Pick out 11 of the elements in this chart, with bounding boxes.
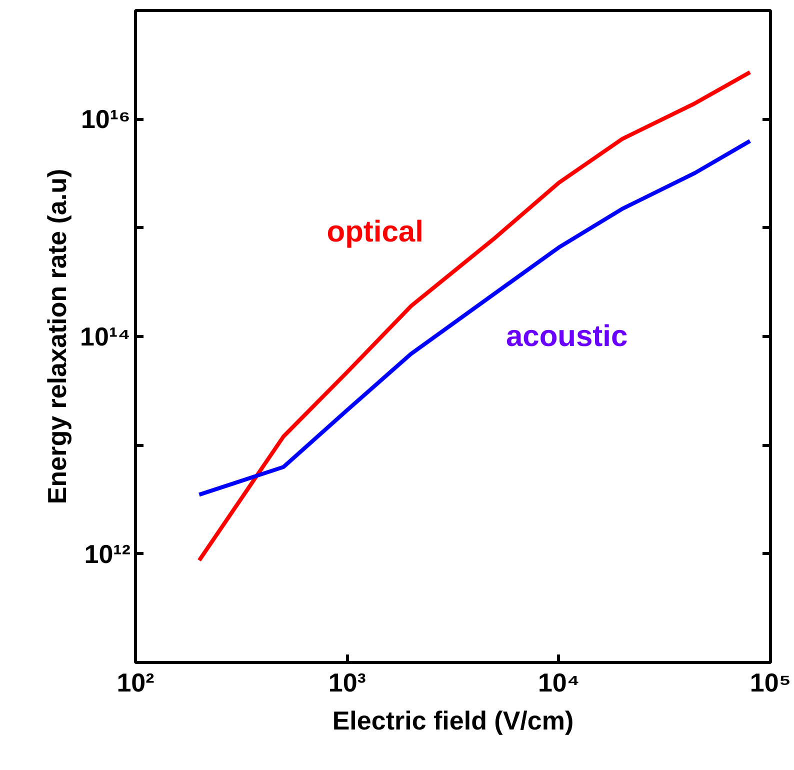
- x-tick-label: 10⁴: [538, 668, 580, 698]
- x-tick-label: 10⁵: [750, 668, 792, 698]
- y-tick-label: 10¹²: [84, 538, 131, 569]
- x-tick-label: 10³: [328, 668, 366, 698]
- series-label: optical: [326, 215, 424, 248]
- y-tick-label: 10¹⁶: [80, 104, 131, 134]
- y-axis-title: Energy relaxation rate (a.u): [42, 168, 72, 504]
- series-label: acoustic: [506, 320, 628, 353]
- x-tick-label: 10²: [116, 668, 155, 698]
- y-tick-label: 10¹⁴: [80, 322, 131, 352]
- x-axis-title: Electric field (V/cm): [332, 706, 574, 736]
